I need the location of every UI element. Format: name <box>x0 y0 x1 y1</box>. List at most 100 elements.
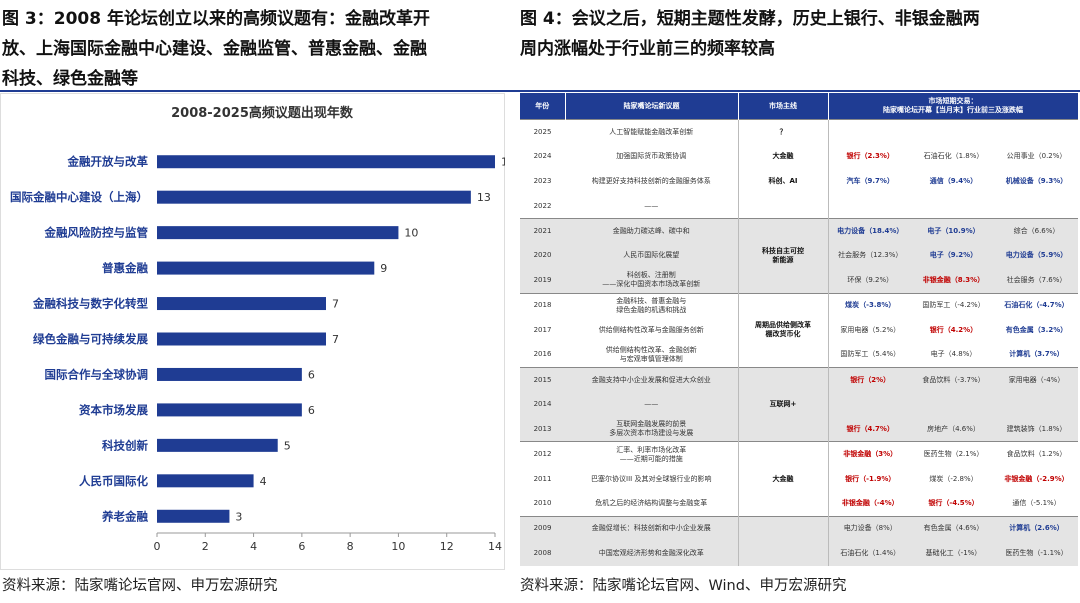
year-cell: 2015 <box>533 375 552 384</box>
sector-cell: 银行（2.3%） <box>846 152 894 161</box>
topic-cell: 金融支持中小企业发展和促进大众创业 <box>565 367 738 392</box>
topic-cell: 供给侧结构性改革与金融服务创新 <box>565 318 738 343</box>
header-cell: 市场短期交易： 陆家嘴论坛开幕【当月末】行业前三及涨跌幅 <box>828 93 1079 120</box>
year-cell: 2020 <box>533 251 552 260</box>
category-label: 资本市场发展 <box>79 403 148 417</box>
sector-cell: 非银金融（-4%） <box>841 499 899 508</box>
value-label: 10 <box>404 227 418 240</box>
topic-cell: 金融助力碳达峰、碳中和 <box>565 219 738 244</box>
year-cell: 2016 <box>533 350 552 359</box>
sector-cell: 银行（2%） <box>850 375 891 384</box>
value-label: 4 <box>260 475 267 488</box>
main-line-cell <box>737 516 829 542</box>
year-cell: 2009 <box>533 524 552 533</box>
value-label: 9 <box>380 262 387 275</box>
year-cell: 2013 <box>533 424 552 433</box>
topic-cell: 巴塞尔协议III 及其对全球银行业的影响 <box>565 467 738 492</box>
sector-cell: 银行（-4.5%） <box>928 499 979 508</box>
topic-line: 危机之后的经济结构调整与金融变革 <box>595 499 708 508</box>
main-line-text: 科技自主可控 <box>762 246 804 255</box>
sector-cell: 机械设备（9.3%） <box>1005 176 1068 185</box>
value-label: 5 <box>284 439 291 452</box>
main-line-cell: 科创、AI <box>737 169 829 194</box>
topic-line: 中国宏观经济形势和金融深化改革 <box>598 548 704 557</box>
value-label: 13 <box>477 191 491 204</box>
table-row: 2008 中国宏观经济形势和金融深化改革 石油石化（1.4%） 基础化工（-1%） 医药… <box>520 541 1079 566</box>
sector-cell: 煤炭（-3.8%） <box>845 301 896 310</box>
topic-line: 互联网金融发展的前景 <box>616 420 687 429</box>
topic-line: 科创板、注册制 <box>626 271 676 280</box>
header-row: 年份 陆家嘴论坛新议题 市场主线 市场短期交易： 陆家嘴论坛开幕【当月末】行业前三… <box>520 93 1079 120</box>
value-label: 6 <box>308 368 315 381</box>
empty-cell <box>828 392 1078 417</box>
category-label: 金融开放与改革 <box>67 155 149 169</box>
bar <box>157 509 230 523</box>
data-table: 年份 陆家嘴论坛新议题 市场主线 市场短期交易： 陆家嘴论坛开幕【当月末】行业前三… <box>520 93 1079 566</box>
empty-cell <box>828 194 1078 219</box>
topic-cell: —— <box>565 392 738 417</box>
value-label: 7 <box>332 333 339 346</box>
value-label: 3 <box>235 510 242 523</box>
sector-cell: 社会服务（12.3%） <box>838 251 903 260</box>
source: 资料来源：陆家嘴论坛官网、申万宏源研究 <box>2 578 278 594</box>
category-label: 国际金融中心建设（上海） <box>10 190 148 204</box>
sector-cell: 家用电器（-4%） <box>1008 375 1065 384</box>
year-cell: 2019 <box>533 275 552 284</box>
year-cell: 2014 <box>533 400 552 409</box>
title-line: 图 4：会议之后，短期主题性发酵，历史上银行、非银金融两 <box>520 9 980 29</box>
category-label: 人民币国际化 <box>79 474 148 488</box>
bar <box>157 367 302 381</box>
topic-line: 绿色金融的机遇和挑战 <box>616 305 687 314</box>
bar <box>157 261 375 275</box>
category-label: 金融风险防控与监管 <box>44 226 149 240</box>
sector-cell: 电子（10.9%） <box>927 226 980 235</box>
sector-cell: 综合（6.6%） <box>1013 226 1060 235</box>
sector-cell: 电子（9.2%） <box>929 251 978 260</box>
bar <box>157 297 326 311</box>
sector-cell: 银行（4.7%） <box>846 424 894 433</box>
topic-cell: 构建更好支持科技创新的金融服务体系 <box>565 169 738 194</box>
category-label: 国际合作与全球协调 <box>45 367 149 381</box>
sector-cell: 煤炭（-2.8%） <box>929 474 978 483</box>
topic-cell: 人民币国际化展望 <box>565 243 738 268</box>
topic-line: 金融助力碳达峰、碳中和 <box>612 226 690 235</box>
topic-line: 金融科技、普惠金融与 <box>616 296 687 305</box>
sector-cell: 通信（9.4%） <box>929 176 978 185</box>
chart-title: 2008-2025高频议题出现年数 <box>171 105 354 121</box>
topic-line: 巴塞尔协议III 及其对全球银行业的影响 <box>591 474 712 483</box>
bar <box>157 403 302 417</box>
main-line-cell: 周期品供给侧改革 棚改货币化 <box>737 293 829 368</box>
title-line: 放、上海国际金融中心建设、金融监管、普惠金融、金融 <box>2 39 427 59</box>
header-cell: 市场主线 <box>738 93 829 120</box>
x-tick-label: 12 <box>440 540 454 553</box>
sector-cell: 非银金融（8.3%） <box>922 275 985 284</box>
x-tick-label: 4 <box>250 540 257 553</box>
title-line: 周内涨幅处于行业前三的频率较高 <box>520 39 775 59</box>
value-label: 7 <box>332 298 339 311</box>
main-line-text: 周期品供给侧改革 <box>755 321 811 330</box>
main-line-text: 大金融 <box>772 474 794 483</box>
year-cell: 2021 <box>533 226 552 235</box>
sector-cell: 银行（-1.9%） <box>845 474 896 483</box>
topic-line: —— <box>644 400 659 409</box>
left-title: 图 3：2008 年论坛创立以来的高频议题有：金融改革开 放、上海国际金融中心建… <box>2 4 430 94</box>
category-label: 普惠金融 <box>102 261 148 275</box>
topic-cell: 供给侧结构性改革、金融创新 与宏观审慎管理体制 <box>565 343 738 368</box>
main-line-cell <box>737 193 829 219</box>
topic-line: 人民币国际化展望 <box>623 251 680 260</box>
table-row: 2018 金融科技、普惠金融与 绿色金融的机遇和挑战 周期品供给侧改革 棚改货币化 煤炭（… <box>520 293 1079 368</box>
topic-line: 金融支持中小企业发展和促进大众创业 <box>591 375 711 384</box>
topic-line: —— <box>644 201 659 210</box>
bar <box>157 438 278 452</box>
category-label: 科技创新 <box>102 438 148 452</box>
topic-cell: 科创板、注册制 ——深化中国资本市场改革创新 <box>565 268 738 293</box>
topic-cell: 加强国际货币政策协调 <box>565 144 738 169</box>
year-cell: 2017 <box>533 325 552 334</box>
sector-cell: 社会服务（7.6%） <box>1006 275 1067 284</box>
bar-chart: 2008-2025高频议题出现年数 金融开放与改革 14 国际金融中心建设（上海） 1… <box>0 93 505 570</box>
topic-line: 与宏观审慎管理体制 <box>619 354 683 363</box>
empty-cell <box>828 120 1078 145</box>
value-label: 6 <box>308 404 315 417</box>
topic-cell: 金融科技、普惠金融与 绿色金融的机遇和挑战 <box>565 293 738 318</box>
